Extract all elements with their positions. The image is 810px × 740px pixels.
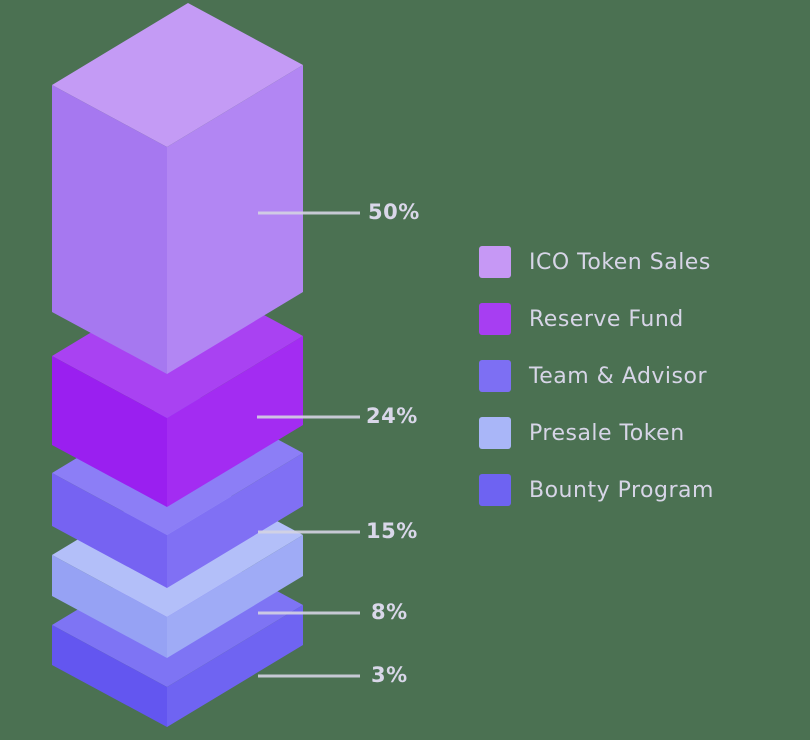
legend-swatch-presale-token xyxy=(479,417,511,449)
legend: ICO Token Sales Reserve Fund Team & Advi… xyxy=(479,245,714,530)
layer-reserve-fund-right-face xyxy=(167,336,303,507)
layer-presale-token-right-face xyxy=(167,535,303,658)
layer-ico-token-sales-left-face xyxy=(52,85,167,374)
legend-item-team-advisor: Team & Advisor xyxy=(479,359,714,393)
layer-team-advisor-right-face xyxy=(167,453,303,588)
layer-reserve-fund-left-face xyxy=(52,356,167,507)
legend-item-ico-token-sales: ICO Token Sales xyxy=(479,245,714,279)
legend-swatch-reserve-fund xyxy=(479,303,511,335)
legend-label-ico-token-sales: ICO Token Sales xyxy=(529,249,711,275)
callout-lines xyxy=(257,211,360,678)
layer-presale-token-left-face xyxy=(52,555,167,658)
legend-swatch-ico-token-sales xyxy=(479,246,511,278)
legend-label-reserve-fund: Reserve Fund xyxy=(529,306,684,332)
layer-team-advisor-left-face xyxy=(52,473,167,588)
legend-label-team-advisor: Team & Advisor xyxy=(529,363,708,389)
legend-swatch-team-advisor xyxy=(479,360,511,392)
layer-ico-token-sales-right-face xyxy=(167,65,303,374)
value-label-reserve-fund: 24% xyxy=(366,404,418,428)
layer-bounty-program-left-face xyxy=(52,625,167,727)
legend-item-bounty-program: Bounty Program xyxy=(479,473,714,507)
legend-swatch-bounty-program xyxy=(479,474,511,506)
value-label-bounty-program: 3% xyxy=(371,663,408,687)
legend-label-presale-token: Presale Token xyxy=(529,420,685,446)
legend-item-reserve-fund: Reserve Fund xyxy=(479,302,714,336)
value-label-team-advisor: 15% xyxy=(366,519,418,543)
legend-label-bounty-program: Bounty Program xyxy=(529,477,714,503)
value-label-presale-token: 8% xyxy=(371,600,408,624)
layer-ico-token-sales xyxy=(52,3,303,374)
layer-bounty-program-right-face xyxy=(167,605,303,727)
value-label-ico-token-sales: 50% xyxy=(368,200,420,224)
layer-ico-token-sales-top-face xyxy=(52,3,303,147)
legend-item-presale-token: Presale Token xyxy=(479,416,714,450)
